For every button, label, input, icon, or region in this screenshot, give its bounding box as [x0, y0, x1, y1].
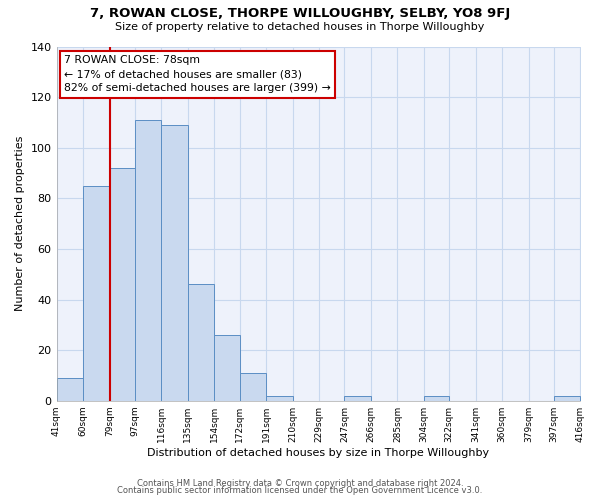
- Y-axis label: Number of detached properties: Number of detached properties: [15, 136, 25, 312]
- Bar: [344, 396, 371, 400]
- Text: Contains public sector information licensed under the Open Government Licence v3: Contains public sector information licen…: [118, 486, 482, 495]
- Bar: [188, 284, 214, 401]
- Bar: [110, 168, 135, 400]
- Text: Contains HM Land Registry data © Crown copyright and database right 2024.: Contains HM Land Registry data © Crown c…: [137, 478, 463, 488]
- Bar: [239, 373, 266, 400]
- Text: 7 ROWAN CLOSE: 78sqm
← 17% of detached houses are smaller (83)
82% of semi-detac: 7 ROWAN CLOSE: 78sqm ← 17% of detached h…: [64, 56, 331, 94]
- Bar: [83, 186, 110, 400]
- Bar: [266, 396, 293, 400]
- Bar: [554, 396, 580, 400]
- Bar: [56, 378, 83, 400]
- Bar: [214, 335, 239, 400]
- Bar: [135, 120, 161, 400]
- Text: Size of property relative to detached houses in Thorpe Willoughby: Size of property relative to detached ho…: [115, 22, 485, 32]
- Text: 7, ROWAN CLOSE, THORPE WILLOUGHBY, SELBY, YO8 9FJ: 7, ROWAN CLOSE, THORPE WILLOUGHBY, SELBY…: [90, 8, 510, 20]
- X-axis label: Distribution of detached houses by size in Thorpe Willoughby: Distribution of detached houses by size …: [148, 448, 490, 458]
- Bar: [424, 396, 449, 400]
- Bar: [161, 125, 188, 400]
